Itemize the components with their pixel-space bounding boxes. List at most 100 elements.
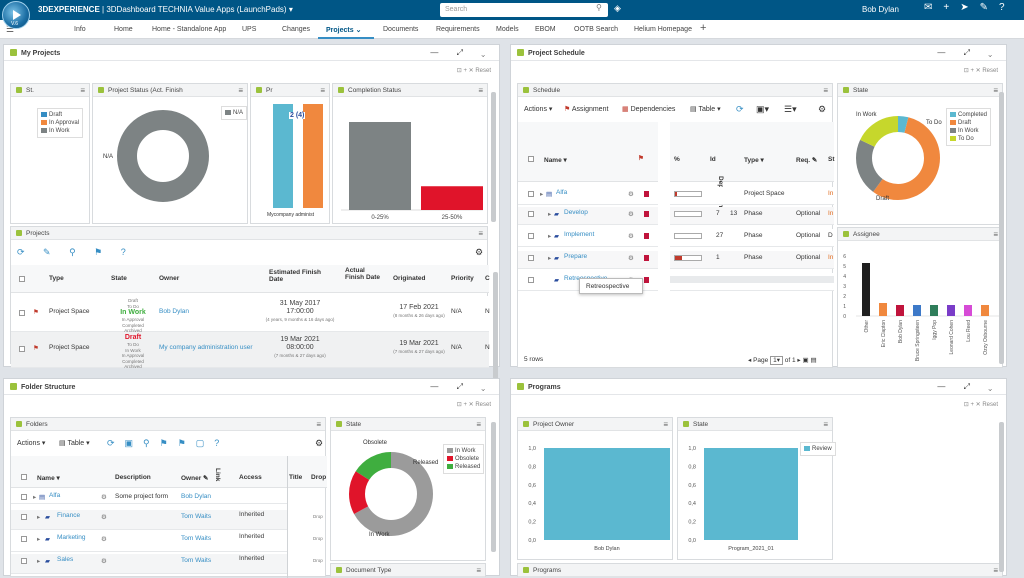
settings-icon[interactable]: ⚙ bbox=[315, 438, 324, 448]
donut-slice-na[interactable] bbox=[117, 110, 209, 202]
tag-icon[interactable]: ◈ bbox=[614, 3, 621, 13]
refresh-icon[interactable]: ⟳ bbox=[736, 104, 744, 114]
table-row[interactable] bbox=[518, 229, 658, 247]
cell-owner[interactable]: Tom Waits bbox=[181, 513, 212, 520]
table-row[interactable] bbox=[11, 554, 287, 574]
col-flag-icon[interactable]: ⚑ bbox=[638, 155, 644, 162]
table-row[interactable] bbox=[11, 510, 287, 530]
expand-icon[interactable]: ▸ bbox=[540, 191, 544, 198]
select-all-checkbox[interactable] bbox=[528, 156, 534, 162]
assignee-bar[interactable] bbox=[879, 303, 887, 316]
settings-icon[interactable]: ⚙ bbox=[475, 247, 484, 257]
table-row[interactable] bbox=[11, 490, 287, 504]
item-action-icon[interactable]: ⚙ bbox=[101, 558, 107, 565]
cell-name[interactable]: Sales bbox=[57, 556, 74, 563]
assignee-bar[interactable] bbox=[930, 305, 938, 316]
row-checkbox[interactable] bbox=[528, 191, 534, 197]
cell-owner[interactable]: My company administration user bbox=[159, 344, 253, 351]
assign-icon[interactable]: ⚙ bbox=[628, 191, 634, 198]
dependencies-button[interactable]: ▦ Dependencies bbox=[622, 106, 676, 113]
row-checkbox[interactable] bbox=[21, 514, 27, 520]
tab-info[interactable]: Info bbox=[74, 26, 86, 33]
row-checkbox[interactable] bbox=[21, 494, 27, 500]
row-checkbox[interactable] bbox=[19, 310, 25, 316]
assignee-bar[interactable] bbox=[964, 305, 972, 316]
reset-bar[interactable]: ⊡ + ✕ Reset bbox=[963, 402, 998, 408]
panel-scrollbar[interactable] bbox=[491, 422, 496, 552]
cell-owner[interactable]: Bob Dylan bbox=[159, 308, 189, 315]
settings-icon[interactable]: ⚙ bbox=[818, 104, 827, 114]
panel-scrollbar[interactable] bbox=[999, 92, 1004, 364]
row-checkbox[interactable] bbox=[21, 536, 27, 542]
expand-icon[interactable]: ▸ bbox=[37, 514, 41, 521]
table-row[interactable] bbox=[11, 532, 287, 552]
col-pct[interactable]: % bbox=[674, 156, 680, 163]
projects-toolbar[interactable]: ⟳ ✎ ⚲ ⚑ ? bbox=[17, 247, 134, 257]
cell-owner[interactable]: Bob Dylan bbox=[181, 493, 211, 500]
table-row-right[interactable] bbox=[670, 187, 834, 205]
panel-controls[interactable]: — ⤢ ⌄ bbox=[430, 48, 493, 57]
item-action-icon[interactable]: ⚙ bbox=[101, 536, 107, 543]
tab-home[interactable]: Home bbox=[114, 26, 133, 33]
pr-bar-2[interactable] bbox=[303, 104, 323, 208]
table-menu[interactable]: ▤ Table ▾ bbox=[690, 106, 721, 113]
compass-icon[interactable]: V.6 bbox=[2, 1, 30, 29]
donut-slice-draft[interactable] bbox=[856, 116, 940, 200]
reset-bar[interactable]: ⊡ + ✕ Reset bbox=[456, 402, 491, 408]
cell-owner[interactable]: Tom Waits bbox=[181, 535, 212, 542]
reset-bar[interactable]: ⊡ + ✕ Reset bbox=[963, 68, 998, 74]
col-originated[interactable]: Originated bbox=[393, 275, 426, 282]
col-priority[interactable]: Priority bbox=[451, 275, 474, 282]
tab-ebom[interactable]: EBOM bbox=[535, 26, 556, 33]
col-est-finish[interactable]: Estimated Finish Date bbox=[269, 269, 322, 283]
add-icon[interactable]: + bbox=[943, 2, 950, 13]
row-checkbox[interactable] bbox=[528, 255, 534, 261]
tab-ootb-search[interactable]: OOTB Search bbox=[574, 26, 618, 33]
actions-menu[interactable]: Actions ▾ bbox=[17, 440, 46, 447]
cell-name[interactable]: Finance bbox=[57, 512, 81, 519]
assignee-bar[interactable] bbox=[862, 263, 870, 316]
cell-name[interactable]: Marketing bbox=[57, 534, 86, 541]
select-all-checkbox[interactable] bbox=[21, 474, 27, 480]
panel-scrollbar[interactable] bbox=[999, 422, 1004, 572]
assign-icon[interactable]: ⚙ bbox=[628, 255, 634, 262]
expand-icon[interactable]: ▸ bbox=[548, 211, 552, 218]
user-name[interactable]: Bob Dylan bbox=[862, 5, 899, 14]
item-action-icon[interactable]: ⚙ bbox=[101, 494, 107, 501]
table-row[interactable] bbox=[518, 251, 658, 269]
col-owner[interactable]: Owner bbox=[159, 275, 180, 282]
cell-owner[interactable]: Tom Waits bbox=[181, 557, 212, 564]
help-icon[interactable]: ? bbox=[999, 2, 1005, 13]
col-link[interactable]: Link bbox=[214, 468, 221, 482]
row-checkbox[interactable] bbox=[528, 233, 534, 239]
expand-icon[interactable]: ▸ bbox=[33, 494, 37, 501]
col-type[interactable]: Type bbox=[49, 275, 64, 282]
table-row-right[interactable] bbox=[670, 207, 834, 225]
completion-bar[interactable] bbox=[421, 186, 483, 210]
tab-documents[interactable]: Documents bbox=[383, 26, 419, 33]
col-description[interactable]: Description bbox=[115, 474, 151, 481]
col-req[interactable]: Req. ✎ bbox=[796, 157, 818, 164]
row-checkbox[interactable] bbox=[21, 558, 27, 564]
col-c[interactable]: C bbox=[485, 275, 490, 282]
tab-home-standalone-app[interactable]: Home - Standalone App bbox=[152, 26, 227, 33]
panel-scrollbar[interactable] bbox=[491, 92, 496, 222]
cell-name[interactable]: Develop bbox=[564, 209, 588, 216]
table-row[interactable] bbox=[11, 296, 489, 332]
col-type[interactable]: Type ▾ bbox=[744, 157, 764, 164]
search-input[interactable]: Search bbox=[440, 3, 608, 17]
assignee-bar[interactable] bbox=[913, 305, 921, 316]
assign-icon[interactable]: ⚙ bbox=[628, 233, 634, 240]
col-drop[interactable]: Drop bbox=[311, 474, 327, 481]
cell-name[interactable]: Alfa bbox=[556, 189, 568, 196]
pager[interactable]: ◂ Page 1▾ of 1 ▸ ▣ ▤ bbox=[748, 356, 817, 365]
panel-controls[interactable]: — ⤢ ⌄ bbox=[937, 382, 1000, 391]
col-title[interactable]: Title bbox=[289, 474, 303, 481]
donut-slice-in-work[interactable] bbox=[856, 116, 940, 200]
h-scrollbar[interactable] bbox=[670, 276, 834, 283]
item-action-icon[interactable]: ⚙ bbox=[101, 514, 107, 521]
tab-projects[interactable]: Projects ⌄ bbox=[326, 27, 362, 34]
table-row-right[interactable] bbox=[670, 229, 834, 247]
program-bar[interactable] bbox=[704, 448, 798, 540]
donut-slice-obsolete[interactable] bbox=[349, 452, 433, 536]
